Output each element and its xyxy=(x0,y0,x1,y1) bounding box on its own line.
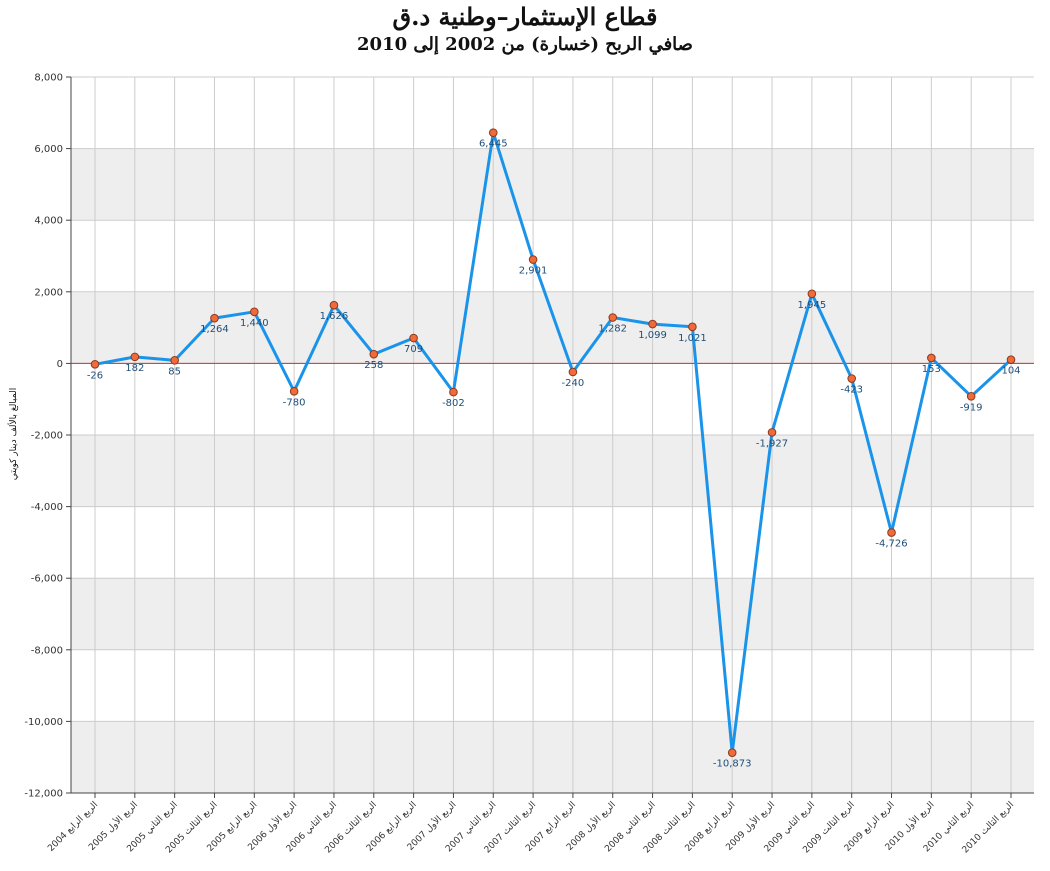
data-label: 104 xyxy=(1001,366,1020,377)
background-bands xyxy=(71,148,1034,793)
data-label: 6,445 xyxy=(479,139,508,150)
data-point xyxy=(568,367,578,377)
data-point xyxy=(847,374,856,383)
data-point xyxy=(648,319,657,329)
data-label: -802 xyxy=(442,398,465,409)
chart-title: قطاع الإستثمار–وطنية د.ق xyxy=(392,2,658,31)
data-label: 1,945 xyxy=(798,300,827,311)
y-tick-label: 4,000 xyxy=(34,216,63,227)
grid-band xyxy=(71,721,1034,793)
y-tick-label: -10,000 xyxy=(24,717,63,728)
data-label: 85 xyxy=(168,366,181,377)
data-point xyxy=(409,333,418,343)
y-tick-label: -4,000 xyxy=(31,502,63,513)
data-label: 182 xyxy=(125,363,144,374)
chart-header: قطاع الإستثمار–وطنية د.ق صافي الربح (خسا… xyxy=(0,0,1050,58)
y-tick-label: -6,000 xyxy=(31,574,63,585)
data-label: 709 xyxy=(404,344,423,355)
data-label: -919 xyxy=(960,402,983,413)
data-point xyxy=(170,356,179,365)
data-label: -10,873 xyxy=(713,759,752,770)
data-point xyxy=(289,387,299,396)
data-label: -26 xyxy=(87,370,103,381)
data-point xyxy=(887,528,896,537)
y-axis-label: المبالغ بالألف دينار كويتي xyxy=(7,388,19,480)
data-point xyxy=(130,352,140,362)
y-tick-label: -8,000 xyxy=(31,645,63,656)
data-label: 153 xyxy=(922,364,941,375)
grid-band xyxy=(71,148,1034,221)
data-point xyxy=(807,289,817,299)
data-label: -240 xyxy=(562,378,585,389)
data-point xyxy=(727,748,737,757)
data-label: 1,626 xyxy=(320,311,349,322)
data-point xyxy=(966,392,976,401)
data-point xyxy=(90,360,100,369)
data-label: -4,726 xyxy=(875,539,907,550)
y-axis-ticks: -12,000 -10,000 -8,000 -6,000 -4,000 -2,000 0 2… xyxy=(24,73,71,800)
data-label: 1,099 xyxy=(638,330,667,341)
y-tick-label: 6,000 xyxy=(34,144,63,155)
series-line xyxy=(93,131,1013,755)
horizontal-gridlines xyxy=(71,76,1034,794)
data-point xyxy=(688,322,697,332)
data-label: 2,901 xyxy=(519,266,548,277)
data-labels: -26 182 85 1,264 1,440 -780 1,626 258 709 -802 6,4… xyxy=(87,139,1021,770)
grid-band xyxy=(71,578,1034,650)
data-point xyxy=(528,255,538,264)
grid-band xyxy=(71,291,1034,364)
series-polyline xyxy=(93,131,1013,755)
y-tick-label: 8,000 xyxy=(34,73,63,84)
data-markers xyxy=(90,128,1016,757)
data-label: -1,927 xyxy=(756,438,788,449)
data-label: 1,021 xyxy=(678,333,707,344)
y-tick-label: -2,000 xyxy=(31,431,63,442)
data-label: 258 xyxy=(364,360,383,371)
data-label: -423 xyxy=(840,385,863,396)
data-label: 1,440 xyxy=(240,318,269,329)
data-point xyxy=(329,300,339,310)
grid-band xyxy=(71,435,1034,507)
y-tick-label: -12,000 xyxy=(24,789,63,800)
data-point xyxy=(1006,355,1016,364)
data-point xyxy=(767,428,777,437)
data-point xyxy=(250,307,259,317)
data-point xyxy=(210,313,219,323)
data-label: -780 xyxy=(283,397,306,408)
chart-subtitle: صافي الربح (خسارة) من 2002 إلى 2010 xyxy=(357,34,693,55)
data-point xyxy=(369,349,379,359)
data-point xyxy=(927,353,936,363)
data-label: 1,282 xyxy=(598,324,627,335)
data-point xyxy=(449,387,458,397)
data-point xyxy=(488,128,498,137)
y-tick-label: 2,000 xyxy=(34,287,63,298)
data-label: 1,264 xyxy=(200,324,229,335)
y-tick-label: 0 xyxy=(57,359,63,370)
data-point xyxy=(608,313,618,322)
